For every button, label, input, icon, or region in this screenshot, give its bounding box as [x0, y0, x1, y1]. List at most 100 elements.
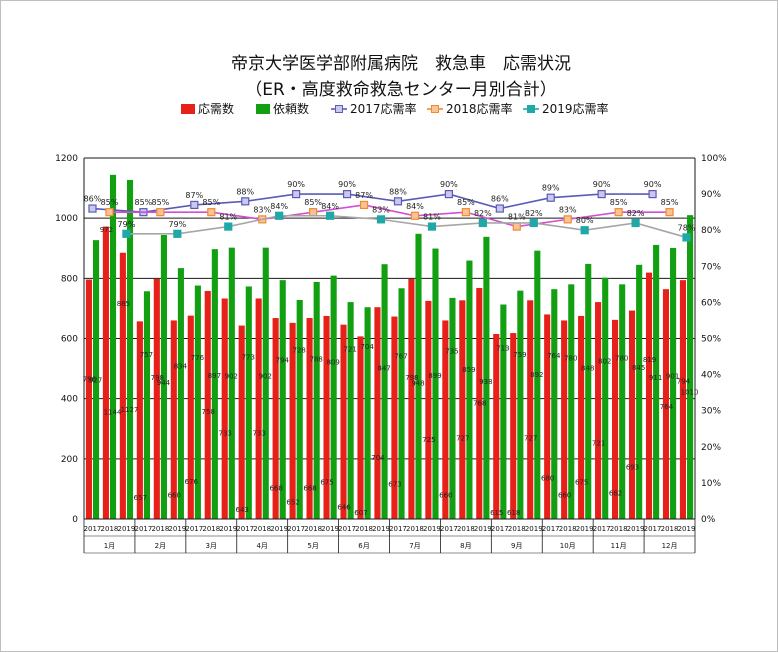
- rate2018-line: [109, 204, 670, 228]
- requests-value-label: 788: [309, 356, 322, 364]
- bar-requests: [279, 280, 286, 519]
- requests-value-label: 794: [276, 356, 290, 364]
- rate2017-label: 90%: [338, 180, 356, 189]
- rate2019-marker: [682, 233, 691, 242]
- bar-accepted: [153, 278, 160, 519]
- bar-accepted: [425, 300, 432, 519]
- bar-accepted: [578, 315, 585, 519]
- y-left-tick-label: 600: [61, 335, 78, 345]
- x-tick-year: 2018: [406, 525, 424, 533]
- rate2017-label: 90%: [440, 180, 458, 189]
- accepted-value-label: 798: [405, 374, 418, 382]
- rate2019-label: 82%: [525, 209, 543, 218]
- requests-value-label: 802: [598, 358, 611, 366]
- rate2017-label: 86%: [84, 195, 102, 204]
- rate2017-marker: [648, 190, 657, 199]
- x-tick-month: 11月: [611, 542, 627, 550]
- rate2017-marker: [190, 200, 199, 210]
- x-tick-year: 2018: [253, 525, 271, 533]
- bar-accepted: [679, 280, 687, 519]
- rate-lines: [88, 190, 691, 242]
- rate2017-label: 90%: [593, 180, 611, 189]
- bar-accepted: [170, 320, 177, 519]
- legend-marker: [335, 105, 343, 113]
- requests-value-label: 735: [445, 348, 458, 356]
- accepted-value-label: 668: [269, 485, 282, 493]
- accepted-value-label: 615: [490, 509, 503, 517]
- rate2018-label: 85%: [101, 198, 119, 207]
- requests-value-label: 759: [513, 351, 526, 359]
- y-right-tick-label: 100%: [701, 154, 727, 164]
- x-tick-year: 2019: [423, 525, 441, 533]
- x-tick-year: 2017: [491, 525, 509, 533]
- x-tick-year: 2017: [542, 525, 560, 533]
- accepted-value-label: 768: [473, 400, 486, 408]
- rate2018-label: 85%: [661, 198, 679, 207]
- bar-accepted: [357, 336, 364, 519]
- chart-subtitle: （ER・高度救命救急センター月別合計）: [245, 80, 557, 100]
- bar-accepted: [408, 278, 415, 519]
- bar-requests: [364, 307, 371, 519]
- y-left-tick-label: 800: [61, 274, 78, 284]
- rate2019-label: 84%: [321, 202, 339, 211]
- requests-value-label: 899: [428, 372, 441, 380]
- rate2018-marker: [207, 208, 216, 217]
- rate2019-label: 79%: [118, 220, 136, 229]
- accepted-value-label: 662: [609, 490, 622, 498]
- bar-accepted: [272, 318, 279, 519]
- accepted-value-label: 972: [100, 226, 113, 234]
- rate2019-marker: [478, 218, 487, 228]
- rate2018-marker: [410, 211, 420, 220]
- x-tick-year: 2017: [644, 525, 662, 533]
- bar-requests: [194, 285, 201, 519]
- rate2018-marker: [461, 208, 470, 217]
- accepted-value-label: 675: [320, 479, 333, 487]
- rate2017-label: 88%: [236, 187, 254, 196]
- bar-accepted: [340, 324, 347, 519]
- requests-value-label: 780: [564, 354, 577, 362]
- bar-requests: [500, 304, 507, 519]
- y-left-tick-label: 200: [61, 455, 78, 465]
- x-tick-year: 2018: [202, 525, 220, 533]
- requests-value-label: 901: [666, 372, 679, 380]
- bar-accepted: [595, 302, 602, 519]
- x-tick-month: 4月: [256, 542, 267, 550]
- rate2017-label: 86%: [491, 195, 509, 204]
- bar-accepted: [136, 321, 143, 519]
- x-tick-month: 7月: [409, 542, 420, 550]
- bar-requests: [92, 240, 100, 519]
- rate2017-label: 89%: [542, 184, 560, 193]
- bar-accepted: [645, 272, 653, 519]
- rate2018-label: 81%: [508, 213, 526, 222]
- requests-value-label: 902: [259, 373, 272, 381]
- rate2019-label: 84%: [270, 202, 288, 211]
- x-tick-month: 1月: [104, 542, 115, 550]
- x-tick-year: 2017: [185, 525, 203, 533]
- rate2017-marker: [495, 204, 504, 213]
- requests-value-label: 704: [360, 343, 374, 351]
- rate2018-label: 87%: [355, 191, 373, 200]
- accepted-value-label: 652: [286, 498, 299, 506]
- x-tick-year: 2017: [440, 525, 458, 533]
- rate2019-marker: [224, 222, 233, 231]
- legend-swatch: [256, 104, 270, 114]
- x-tick-year: 2017: [593, 525, 611, 533]
- rate2017-label: 90%: [287, 180, 305, 189]
- accepted-value-label: 798: [151, 374, 164, 382]
- x-tick-year: 2018: [101, 525, 119, 533]
- bar-accepted: [289, 322, 296, 519]
- rate2019-label: 81%: [423, 213, 441, 222]
- rate2017-marker: [342, 190, 352, 199]
- rate2018-label: 85%: [304, 198, 322, 207]
- bar-requests: [534, 250, 541, 519]
- rate2019-label: 82%: [627, 209, 645, 218]
- bar-requests: [687, 215, 694, 520]
- bar-requests: [449, 297, 456, 519]
- x-tick-month: 10月: [560, 542, 576, 550]
- y-right-tick-label: 10%: [701, 479, 721, 489]
- x-tick-year: 2019: [678, 525, 696, 533]
- bar-accepted: [187, 315, 194, 519]
- accepted-value-label: 675: [575, 479, 588, 487]
- accepted-value-label: 727: [524, 434, 537, 442]
- requests-value-label: 911: [649, 374, 662, 382]
